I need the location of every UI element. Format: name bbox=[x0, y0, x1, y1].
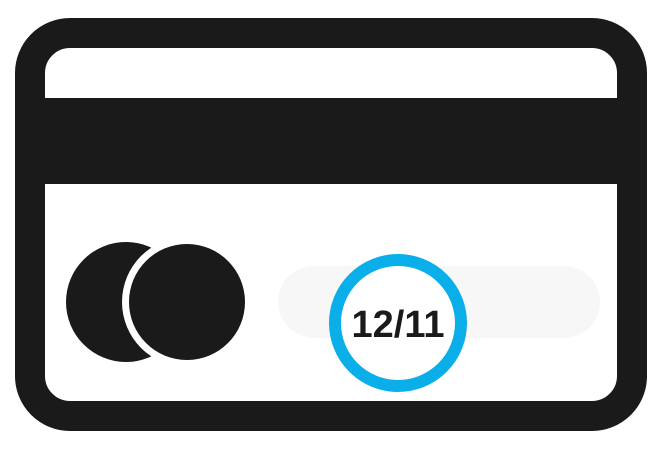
magnetic-stripe bbox=[44, 98, 619, 184]
expiry-date: 12/11 bbox=[352, 304, 445, 346]
expiry-highlight-ring bbox=[329, 254, 467, 392]
card-logo-circles-icon bbox=[66, 237, 252, 367]
logo-circle-right bbox=[129, 244, 245, 360]
